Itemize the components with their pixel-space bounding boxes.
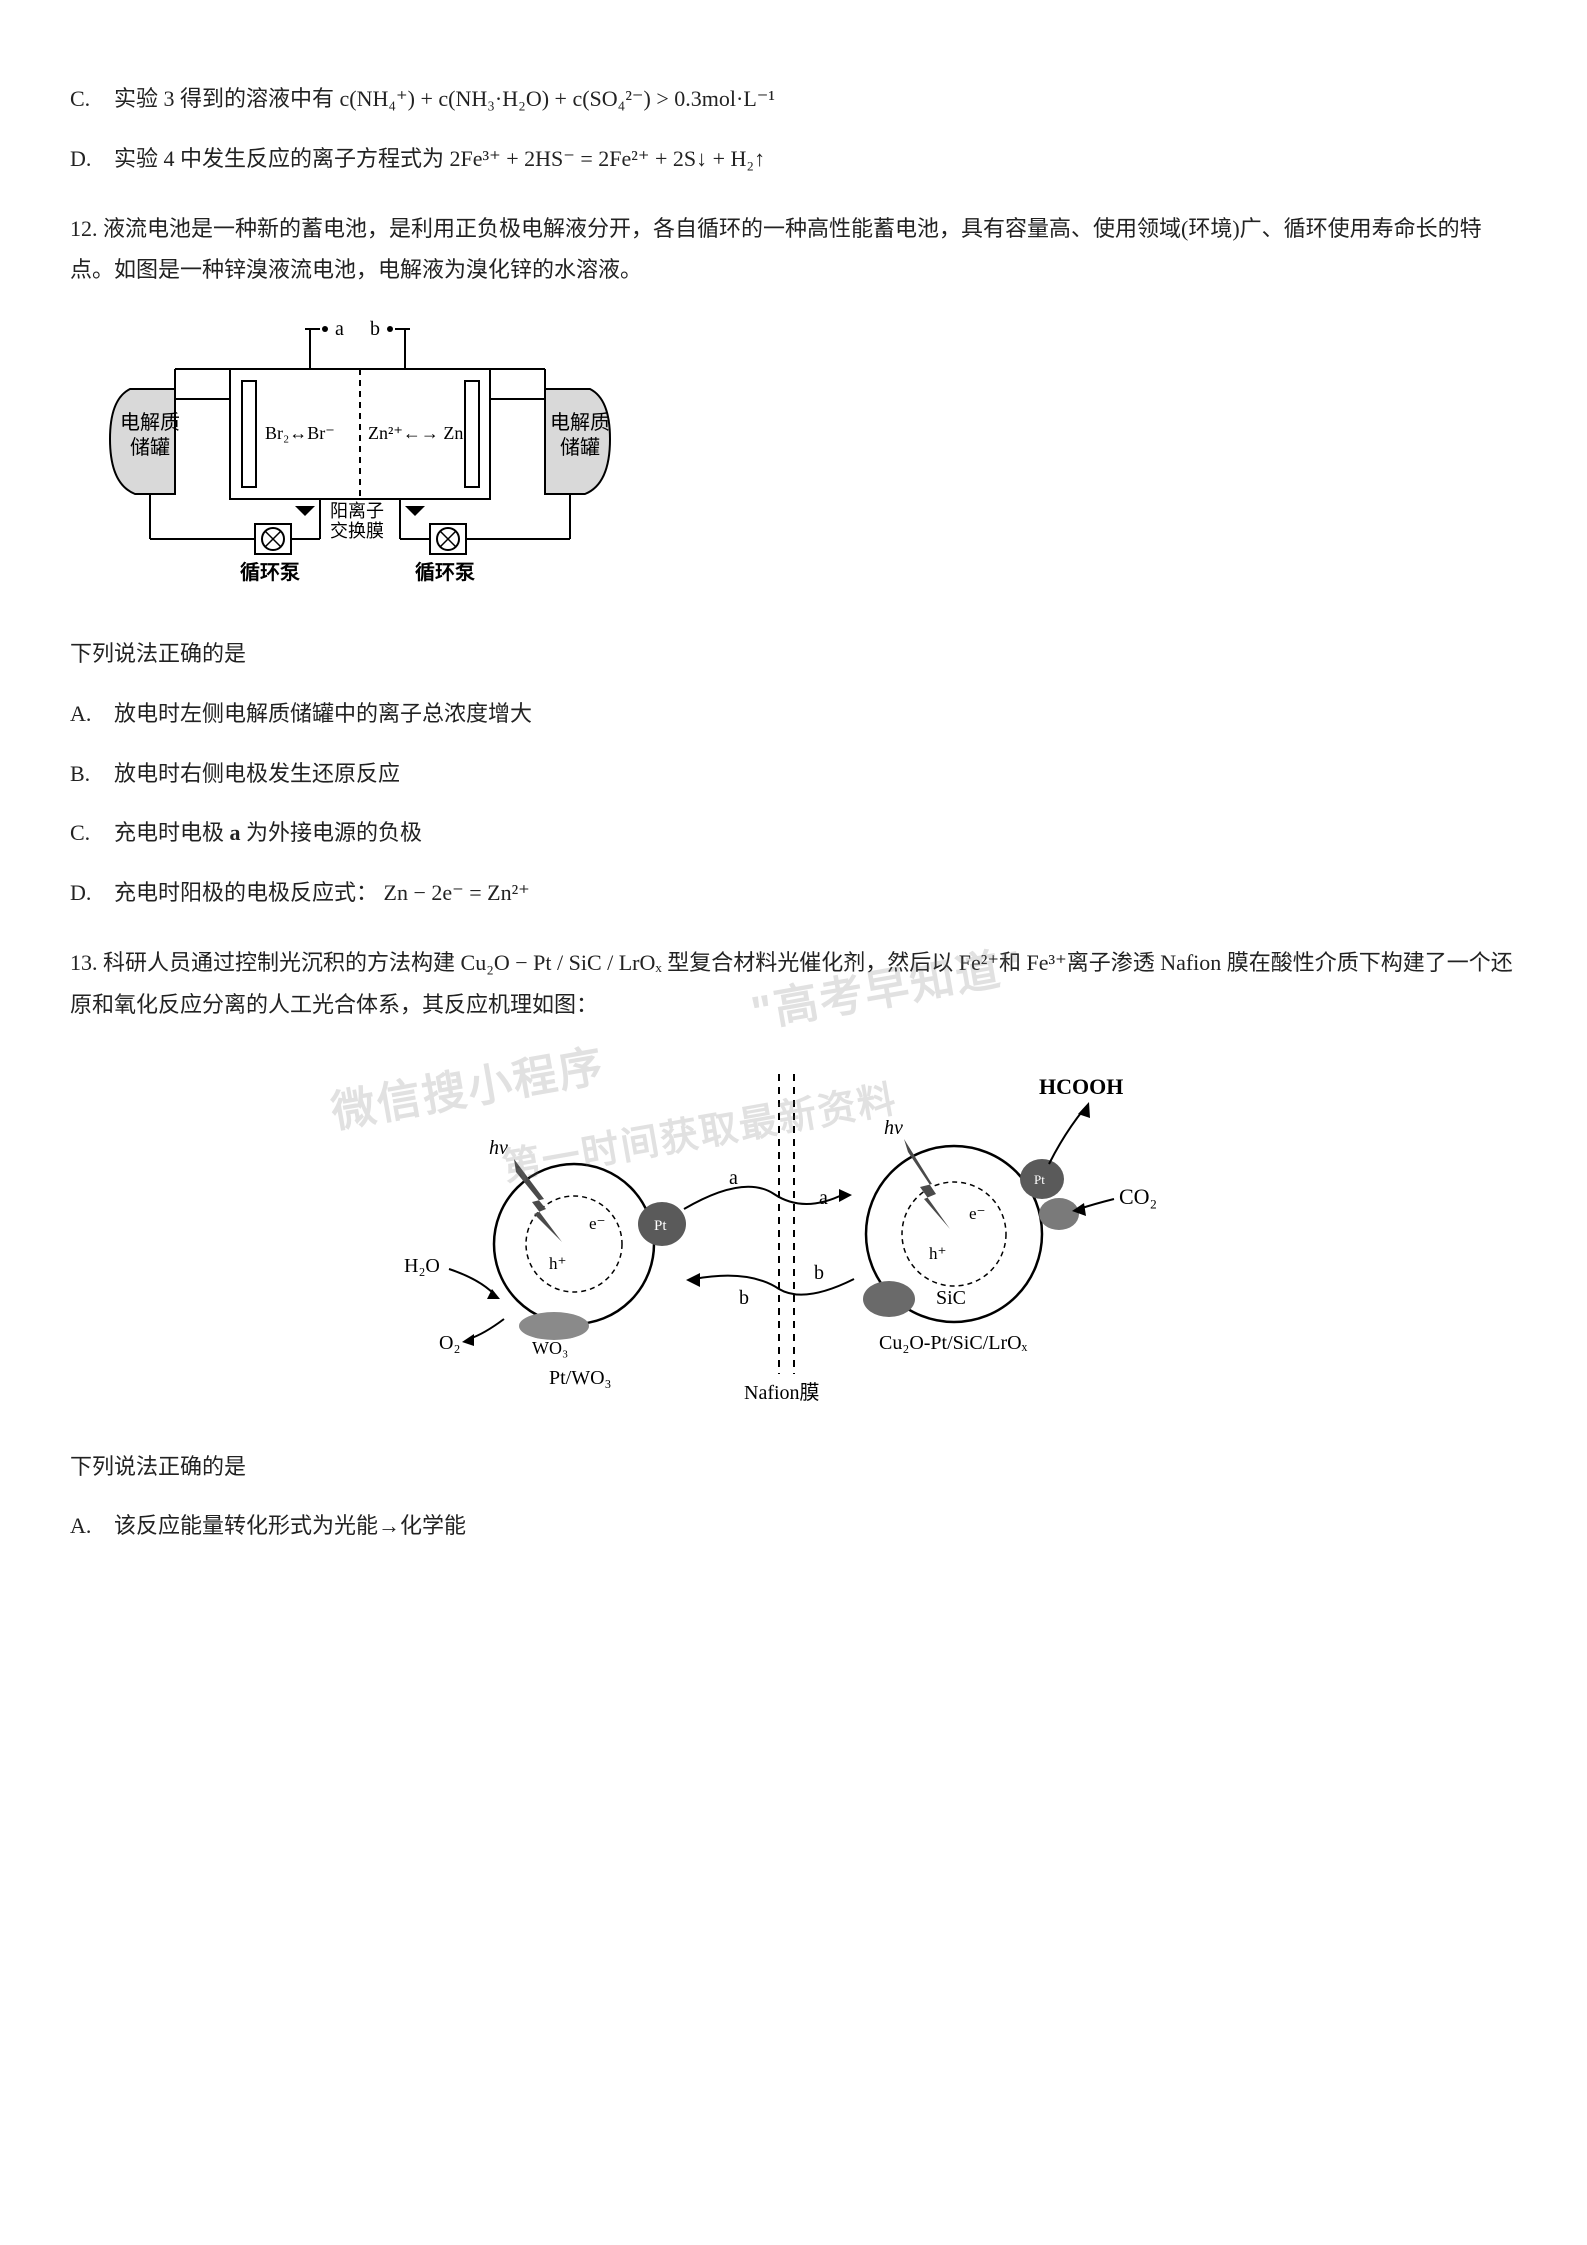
text-prefix: 充电时电极 [114, 820, 230, 845]
svg-text:hv: hv [884, 1117, 903, 1139]
intro-prefix: 科研人员通过控制光沉积的方法构建 [103, 950, 461, 975]
svg-text:a: a [819, 1187, 828, 1209]
svg-text:O₂: O₂ [439, 1332, 460, 1354]
text-prefix: 实验 3 得到的溶液中有 [114, 86, 340, 111]
svg-text:Pt: Pt [654, 1218, 667, 1234]
q12-option-d: D. 充电时阳极的电极反应式： Zn − 2e⁻ = Zn²⁺ [70, 872, 1517, 914]
q13-stem: 下列说法正确的是 [70, 1446, 1517, 1488]
svg-text:阳离子: 阳离子 [330, 501, 384, 521]
option-label: B. [70, 753, 114, 795]
formula-text: 2Fe³⁺ + 2HS⁻ = 2Fe²⁺ + 2S↓ + H₂↑ [450, 146, 766, 171]
svg-text:循环泵: 循环泵 [415, 560, 475, 584]
question-number: 12. [70, 216, 98, 241]
svg-text:电解质: 电解质 [550, 411, 610, 434]
q13-intro: 13. 科研人员通过控制光沉积的方法构建 Cu₂O − Pt / SiC / L… [70, 942, 1517, 1026]
formula-text: Cu₂O − Pt / SiC / LrOₓ [461, 950, 662, 975]
svg-text:Pt: Pt [1034, 1172, 1045, 1187]
page-root: C. 实验 3 得到的溶液中有 c(NH₄⁺) + c(NH₃·H₂O) + c… [70, 78, 1517, 1547]
svg-text:交换膜: 交换膜 [330, 521, 384, 541]
q12-option-a: A. 放电时左侧电解质储罐中的离子总浓度增大 [70, 693, 1517, 735]
svg-text:a: a [729, 1167, 738, 1189]
svg-text:h⁺: h⁺ [929, 1244, 946, 1263]
q12-diagram: a b Br₂↔Br⁻ Zn²⁺←→ Zn 电解质 储罐 电解质 [70, 309, 1517, 613]
battery-diagram-svg: a b Br₂↔Br⁻ Zn²⁺←→ Zn 电解质 储罐 电解质 [70, 309, 630, 599]
svg-text:Zn²⁺←→ Zn: Zn²⁺←→ Zn [368, 423, 463, 443]
intro-text: 液流电池是一种新的蓄电池，是利用正负极电解液分开，各自循环的一种高性能蓄电池，具… [70, 216, 1482, 283]
q12-option-b: B. 放电时右侧电极发生还原反应 [70, 753, 1517, 795]
svg-text:Pt/WO₃: Pt/WO₃ [549, 1367, 612, 1389]
option-text: 放电时左侧电解质储罐中的离子总浓度增大 [114, 693, 532, 735]
svg-text:WO₃: WO₃ [532, 1338, 568, 1358]
svg-text:电解质: 电解质 [120, 411, 180, 434]
option-text: 充电时电极 a 为外接电源的负极 [114, 812, 422, 854]
q12-stem: 下列说法正确的是 [70, 633, 1517, 675]
text-suffix: 为外接电源的负极 [246, 820, 422, 845]
option-text: 放电时右侧电极发生还原反应 [114, 753, 400, 795]
q11-option-d: D. 实验 4 中发生反应的离子方程式为 2Fe³⁺ + 2HS⁻ = 2Fe²… [70, 138, 1517, 180]
svg-text:Nafion膜: Nafion膜 [744, 1381, 820, 1404]
option-text: 实验 3 得到的溶液中有 c(NH₄⁺) + c(NH₃·H₂O) + c(SO… [114, 78, 775, 120]
text-prefix: 充电时阳极的电极反应式： [114, 880, 378, 905]
option-label: C. [70, 812, 114, 854]
option-label: D. [70, 872, 114, 914]
option-label: D. [70, 138, 114, 180]
svg-text:b: b [370, 318, 380, 340]
option-label: A. [70, 693, 114, 735]
svg-text:Cu₂O-Pt/SiC/LrOₓ: Cu₂O-Pt/SiC/LrOₓ [879, 1332, 1028, 1354]
svg-text:H₂O: H₂O [404, 1255, 440, 1277]
svg-text:储罐: 储罐 [130, 436, 170, 459]
option-text: 充电时阳极的电极反应式： Zn − 2e⁻ = Zn²⁺ [114, 872, 530, 914]
svg-text:SiC: SiC [936, 1287, 966, 1309]
svg-text:e⁻: e⁻ [589, 1214, 606, 1233]
q11-option-c: C. 实验 3 得到的溶液中有 c(NH₄⁺) + c(NH₃·H₂O) + c… [70, 78, 1517, 120]
svg-text:b: b [814, 1262, 824, 1284]
svg-text:h⁺: h⁺ [549, 1254, 566, 1273]
formula-text: Zn − 2e⁻ = Zn²⁺ [384, 880, 530, 905]
svg-text:a: a [335, 318, 344, 340]
svg-text:CO₂: CO₂ [1119, 1184, 1157, 1209]
question-number: 13. [70, 950, 98, 975]
formula-text: c(NH₄⁺) + c(NH₃·H₂O) + c(SO₄²⁻) > 0.3mol… [340, 86, 775, 111]
text-prefix: 实验 4 中发生反应的离子方程式为 [114, 146, 450, 171]
svg-text:储罐: 储罐 [560, 436, 600, 459]
q12-intro: 12. 液流电池是一种新的蓄电池，是利用正负极电解液分开，各自循环的一种高性能蓄… [70, 208, 1517, 292]
option-label: A. [70, 1505, 114, 1547]
svg-text:Br₂↔Br⁻: Br₂↔Br⁻ [265, 423, 335, 443]
q13-diagram: Nafion膜 e⁻ h⁺ hv Pt WO₃ Pt/WO₃ H₂O O₂ [70, 1044, 1517, 1424]
option-text: 实验 4 中发生反应的离子方程式为 2Fe³⁺ + 2HS⁻ = 2Fe²⁺ +… [114, 138, 765, 180]
svg-text:HCOOH: HCOOH [1039, 1074, 1123, 1099]
q12-option-c: C. 充电时电极 a 为外接电源的负极 [70, 812, 1517, 854]
svg-text:e⁻: e⁻ [969, 1204, 986, 1223]
photosynthesis-diagram-svg: Nafion膜 e⁻ h⁺ hv Pt WO₃ Pt/WO₃ H₂O O₂ [384, 1044, 1204, 1424]
svg-text:hv: hv [489, 1137, 508, 1159]
svg-text:b: b [739, 1287, 749, 1309]
option-text: 该反应能量转化形式为光能→化学能 [114, 1505, 466, 1547]
bold-a: a [230, 820, 241, 845]
q13-option-a: A. 该反应能量转化形式为光能→化学能 [70, 1505, 1517, 1547]
svg-text:循环泵: 循环泵 [240, 560, 300, 584]
option-label: C. [70, 78, 114, 120]
